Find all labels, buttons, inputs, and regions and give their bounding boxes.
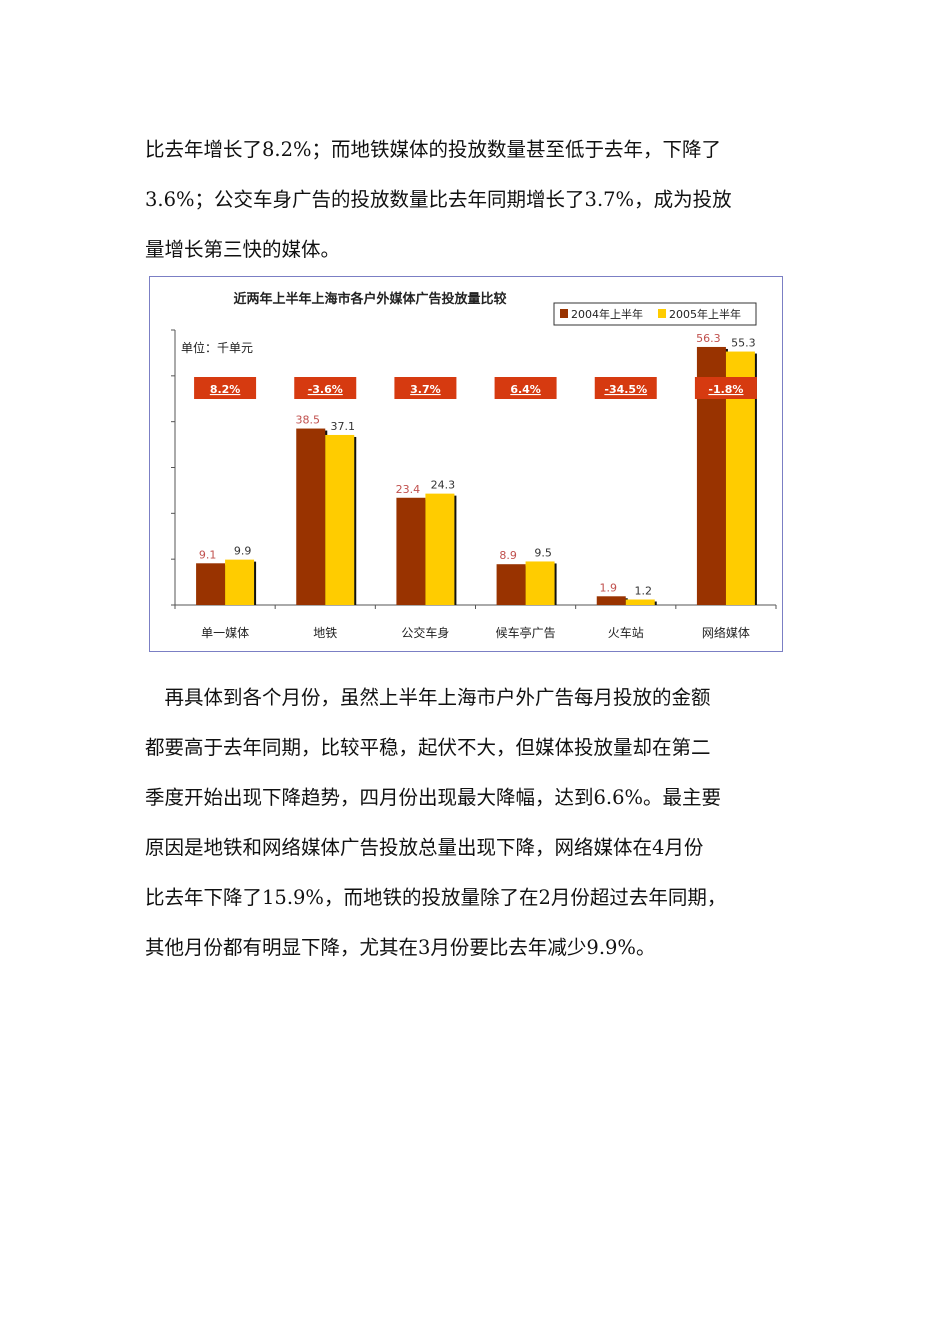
legend-label: 2005年上半年: [669, 307, 741, 321]
unit-label: 单位：千单元: [181, 340, 253, 355]
bar-2004: [496, 564, 526, 605]
bar-2005: [525, 561, 555, 605]
bar-chart: 近两年上半年上海市各户外媒体广告投放量比较 2004年上半年 2005年上半年单位：…: [171, 291, 777, 640]
growth-badge: [694, 377, 757, 399]
data-label: 23.4: [396, 483, 421, 496]
growth-badge: [494, 377, 557, 399]
growth-label: 8.2%: [210, 383, 241, 396]
bar-2004: [296, 428, 326, 605]
data-label: 9.1: [199, 548, 217, 561]
category-label: 网络媒体: [702, 625, 750, 640]
data-label: 1.2: [635, 585, 653, 598]
growth-label: -34.5%: [604, 383, 647, 396]
data-label: 1.9: [600, 581, 618, 594]
data-label: 8.9: [499, 549, 517, 562]
bar-2004: [196, 563, 226, 605]
category-label: 候车亭广告: [496, 625, 556, 640]
legend-swatch: [658, 309, 666, 318]
growth-label: 3.7%: [410, 383, 441, 396]
text-line: 再具体到各个月份，虽然上半年上海市户外广告每月投放的金额: [145, 686, 711, 709]
data-label: 9.9: [234, 545, 252, 558]
text-line: 3.6%；公交车身广告的投放数量比去年同期增长了3.7%，成为投放: [145, 188, 732, 211]
legend-swatch: [560, 309, 568, 318]
text-line: 其他月份都有明显下降，尤其在3月份要比去年减少9.9%。: [145, 936, 656, 959]
data-label: 56.3: [696, 332, 721, 345]
bar-2004: [396, 497, 426, 605]
bar-2005: [425, 493, 455, 605]
bar-2005: [225, 559, 255, 605]
paragraph-1: 比去年增长了8.2%；而地铁媒体的投放数量甚至低于去年，下降了 3.6%；公交车…: [145, 125, 805, 275]
text-line: 原因是地铁和网络媒体广告投放总量出现下降，网络媒体在4月份: [145, 836, 704, 859]
data-label: 24.3: [431, 479, 456, 492]
bar-2004: [596, 596, 626, 605]
data-label: 37.1: [331, 420, 356, 433]
legend-box: [553, 302, 757, 326]
category-label: 地铁: [313, 626, 337, 640]
growth-label: -3.6%: [308, 383, 343, 396]
chart-title: 近两年上半年上海市各户外媒体广告投放量比较: [233, 291, 506, 307]
text-line: 比去年下降了15.9%，而地铁的投放量除了在2月份超过去年同期，: [145, 886, 727, 909]
chart-figure: 近两年上半年上海市各户外媒体广告投放量比较 2004年上半年 2005年上半年单位：…: [149, 276, 783, 652]
growth-badge: [194, 377, 257, 399]
legend-label: 2004年上半年: [571, 307, 643, 321]
paragraph-2: 再具体到各个月份，虽然上半年上海市户外广告每月投放的金额 都要高于去年同期，比较…: [145, 673, 805, 973]
bar-2005: [325, 434, 355, 605]
growth-badge: [294, 377, 357, 399]
growth-badge: [594, 377, 657, 399]
data-label: 9.5: [534, 546, 552, 559]
growth-label: 6.4%: [510, 383, 541, 396]
text-line: 比去年增长了8.2%；而地铁媒体的投放数量甚至低于去年，下降了: [145, 138, 722, 161]
data-label: 38.5: [296, 414, 321, 427]
growth-badge: [394, 377, 457, 399]
text-line: 量增长第三快的媒体。: [145, 238, 341, 261]
category-label: 公交车身: [401, 625, 449, 640]
text-line: 都要高于去年同期，比较平稳，起伏不大，但媒体投放量却在第二: [145, 736, 711, 759]
bar-2005: [625, 599, 655, 605]
text-line: 季度开始出现下降趋势，四月份出现最大降幅，达到6.6%。最主要: [145, 786, 722, 809]
growth-label: -1.8%: [708, 383, 743, 396]
category-label: 单一媒体: [201, 626, 249, 640]
data-label: 55.3: [731, 337, 756, 350]
category-label: 火车站: [608, 625, 644, 640]
